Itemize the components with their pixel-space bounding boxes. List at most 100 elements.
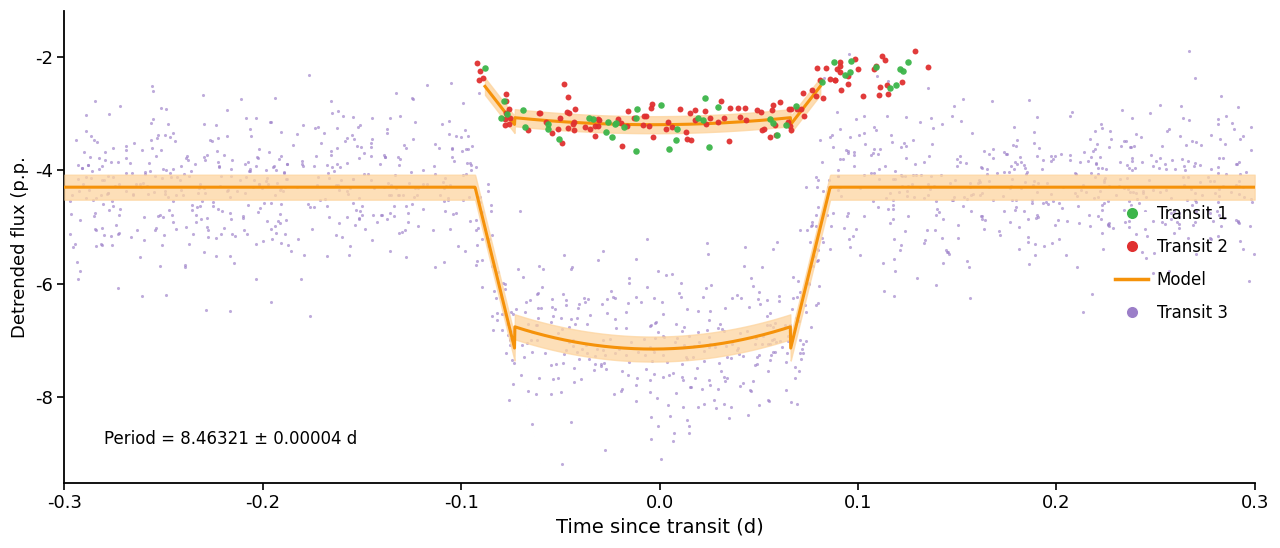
Point [275,230,296,238]
Point [1096,164,1116,173]
Point [257,180,278,189]
Point [499,335,520,344]
Point [192,90,212,99]
Point [218,106,238,115]
Point [863,149,883,157]
Point [407,190,428,199]
Point [161,172,182,181]
Point [727,345,748,354]
Point [152,213,173,221]
Point [1094,174,1115,182]
Point [179,172,200,180]
Point [538,119,558,128]
Point [626,147,646,156]
Point [307,123,328,132]
Point [175,222,196,231]
Point [735,104,755,113]
Point [1185,138,1206,147]
Point [246,275,266,283]
Point [919,151,940,160]
Point [680,383,700,392]
Point [700,340,721,349]
Point [936,247,956,256]
Point [1132,158,1152,167]
Point [790,104,810,113]
Point [759,339,780,348]
Point [646,318,667,327]
Point [65,135,86,144]
Point [179,239,200,248]
Point [829,125,850,134]
Point [655,124,676,133]
Point [471,255,492,264]
Point [867,72,887,81]
Point [653,333,673,341]
Point [328,181,348,190]
Point [685,116,705,124]
Point [820,244,841,253]
Point [293,162,314,170]
Point [1146,157,1166,165]
Point [355,224,375,233]
Point [151,174,172,182]
Point [127,225,147,234]
Point [658,371,678,380]
Point [305,203,325,212]
Point [264,162,284,170]
Point [490,293,511,301]
Point [975,215,996,224]
Point [174,170,195,179]
Point [782,272,803,281]
Point [91,190,111,199]
Point [696,326,717,334]
Point [801,221,822,230]
Point [863,196,883,205]
Point [1010,158,1030,167]
Point [157,192,178,201]
Point [604,315,625,323]
Point [895,172,915,180]
Point [492,326,512,334]
Point [207,204,228,213]
Point [403,135,424,144]
Point [644,294,664,303]
Point [982,96,1002,105]
Point [237,158,257,167]
Point [692,385,713,394]
Point [146,151,166,160]
Point [189,184,210,192]
Point [417,81,438,89]
Point [869,164,890,173]
Point [151,240,172,249]
Point [466,256,486,265]
Point [750,107,771,116]
Point [556,295,576,304]
Point [943,102,964,111]
Point [776,121,796,129]
Point [854,111,874,120]
Point [443,209,463,218]
Point [151,145,172,154]
Point [379,191,399,200]
Point [408,183,429,192]
Point [1174,162,1194,170]
Point [694,346,714,355]
Point [147,212,168,220]
Point [435,173,456,182]
Point [1208,169,1229,178]
Point [119,159,140,168]
Point [1164,229,1184,237]
Point [396,144,416,152]
Point [844,161,864,170]
Point [612,141,632,150]
Point [260,198,280,207]
Point [643,357,663,366]
Point [102,197,123,206]
Point [456,170,476,179]
Point [1138,175,1158,184]
Point [361,236,381,244]
Point [61,191,82,199]
Point [883,201,904,210]
Point [1056,217,1076,226]
Point [211,172,232,180]
